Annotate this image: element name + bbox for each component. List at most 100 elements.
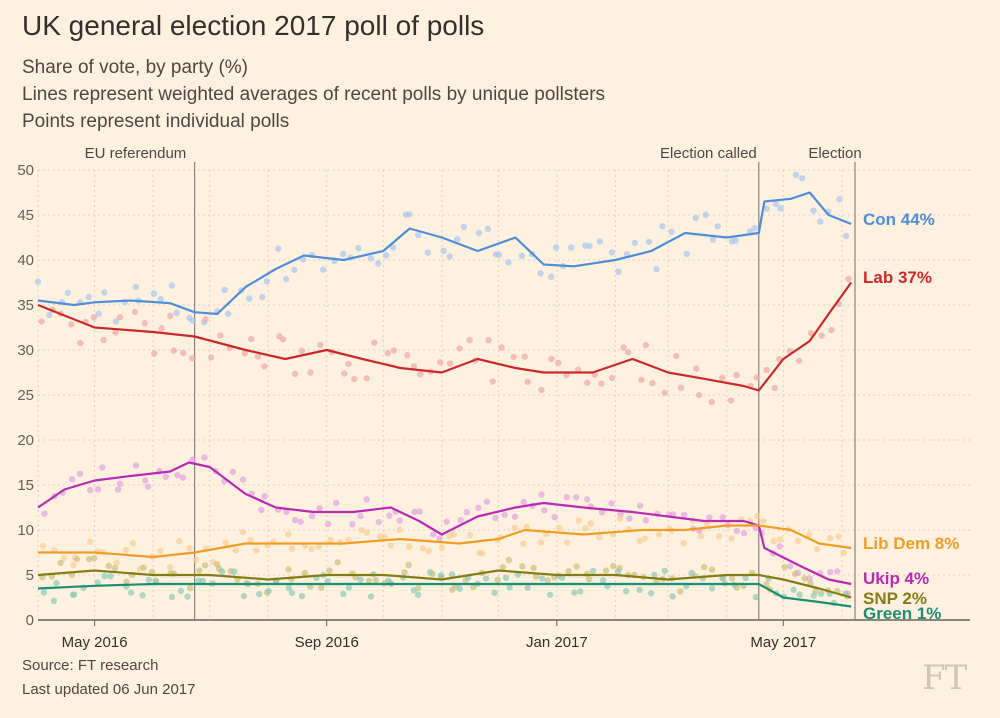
poll-point: [454, 235, 461, 243]
poll-point: [363, 375, 370, 382]
poll-point: [733, 527, 741, 535]
poll-point: [547, 273, 555, 281]
poll-point: [148, 568, 156, 576]
poll-point: [141, 320, 148, 327]
y-tick-label: 15: [17, 477, 34, 494]
poll-point: [406, 543, 413, 550]
poll-point: [728, 575, 736, 582]
poll-point: [411, 508, 418, 516]
poll-point: [826, 535, 834, 542]
poll-point: [424, 249, 431, 256]
page-title: UK general election 2017 poll of polls: [22, 10, 485, 41]
poll-point: [170, 347, 178, 354]
poll-point: [703, 520, 711, 528]
poll-point: [776, 543, 783, 550]
poll-point: [759, 518, 767, 525]
poll-point: [584, 379, 591, 387]
poll-point: [552, 244, 560, 251]
y-tick-label: 45: [17, 207, 34, 224]
poll-point: [602, 567, 610, 574]
poll-point: [599, 577, 607, 584]
poll-point: [772, 200, 780, 208]
poll-point: [506, 584, 513, 591]
poll-point: [158, 325, 165, 332]
poll-point: [688, 569, 695, 577]
poll-point: [189, 456, 196, 463]
event-label: EU referendum: [85, 145, 187, 162]
poll-point: [645, 238, 653, 246]
poll-point: [466, 531, 474, 539]
x-tick-label: Jan 2017: [526, 634, 588, 650]
poll-point: [390, 347, 398, 354]
poll-point: [372, 576, 380, 584]
poll-point: [586, 576, 593, 583]
poll-point: [437, 572, 445, 579]
poll-point: [177, 587, 185, 595]
poll-point: [141, 477, 149, 484]
poll-point: [708, 398, 715, 406]
poll-point: [406, 211, 413, 218]
poll-point: [727, 397, 735, 404]
poll-point: [414, 591, 422, 599]
poll-point: [112, 329, 119, 336]
subtitle-line-1: Share of vote, by party (%): [22, 57, 248, 78]
poll-point: [475, 504, 482, 512]
poll-point: [692, 214, 699, 222]
poll-point: [530, 564, 537, 572]
poll-point: [387, 542, 395, 549]
poll-point: [246, 295, 253, 302]
poll-point: [807, 579, 814, 587]
poll-point: [448, 571, 456, 578]
poll-point: [168, 593, 176, 601]
poll-point: [608, 374, 616, 382]
poll-point: [111, 564, 119, 572]
poll-point: [519, 563, 526, 570]
series-line-ukip: [37, 461, 852, 586]
poll-point: [157, 295, 164, 303]
poll-point: [537, 270, 544, 277]
poll-point: [753, 374, 760, 381]
poll-point: [99, 464, 106, 471]
poll-point: [340, 250, 347, 258]
poll-point: [176, 537, 183, 545]
series-line-green: [37, 582, 852, 608]
poll-point: [575, 517, 582, 524]
poll-point: [401, 569, 408, 576]
poll-point: [131, 308, 139, 316]
poll-point: [438, 544, 445, 551]
poll-point: [483, 498, 491, 505]
poll-point: [489, 378, 496, 385]
poll-point: [792, 171, 800, 179]
poll-point: [351, 375, 358, 383]
poll-point: [253, 547, 260, 554]
poll-point: [781, 563, 788, 571]
ft-logo: FT: [922, 658, 967, 698]
poll-point: [410, 363, 418, 370]
poll-point: [641, 535, 648, 542]
poll-point: [355, 244, 362, 252]
poll-point: [386, 512, 393, 519]
poll-point: [307, 369, 314, 376]
poll-point: [564, 539, 571, 546]
poll-point: [836, 196, 843, 203]
poll-point: [77, 339, 84, 347]
poll-point: [248, 335, 255, 343]
poll-point: [479, 550, 486, 557]
poll-point: [524, 584, 531, 591]
poll-point: [38, 318, 45, 325]
poll-point: [702, 211, 709, 218]
end-label-green: Green 1%: [863, 604, 941, 623]
poll-point: [107, 573, 114, 580]
poll-point: [796, 591, 803, 598]
poll-point: [661, 389, 668, 396]
poll-point: [166, 564, 174, 571]
poll-point: [575, 366, 582, 373]
poll-point: [521, 353, 528, 360]
poll-point: [367, 255, 375, 262]
poll-point: [367, 593, 375, 600]
poll-point: [680, 539, 687, 547]
poll-point: [450, 531, 457, 538]
poll-point: [196, 567, 203, 574]
poll-point: [282, 275, 290, 283]
poll-point: [208, 354, 215, 361]
